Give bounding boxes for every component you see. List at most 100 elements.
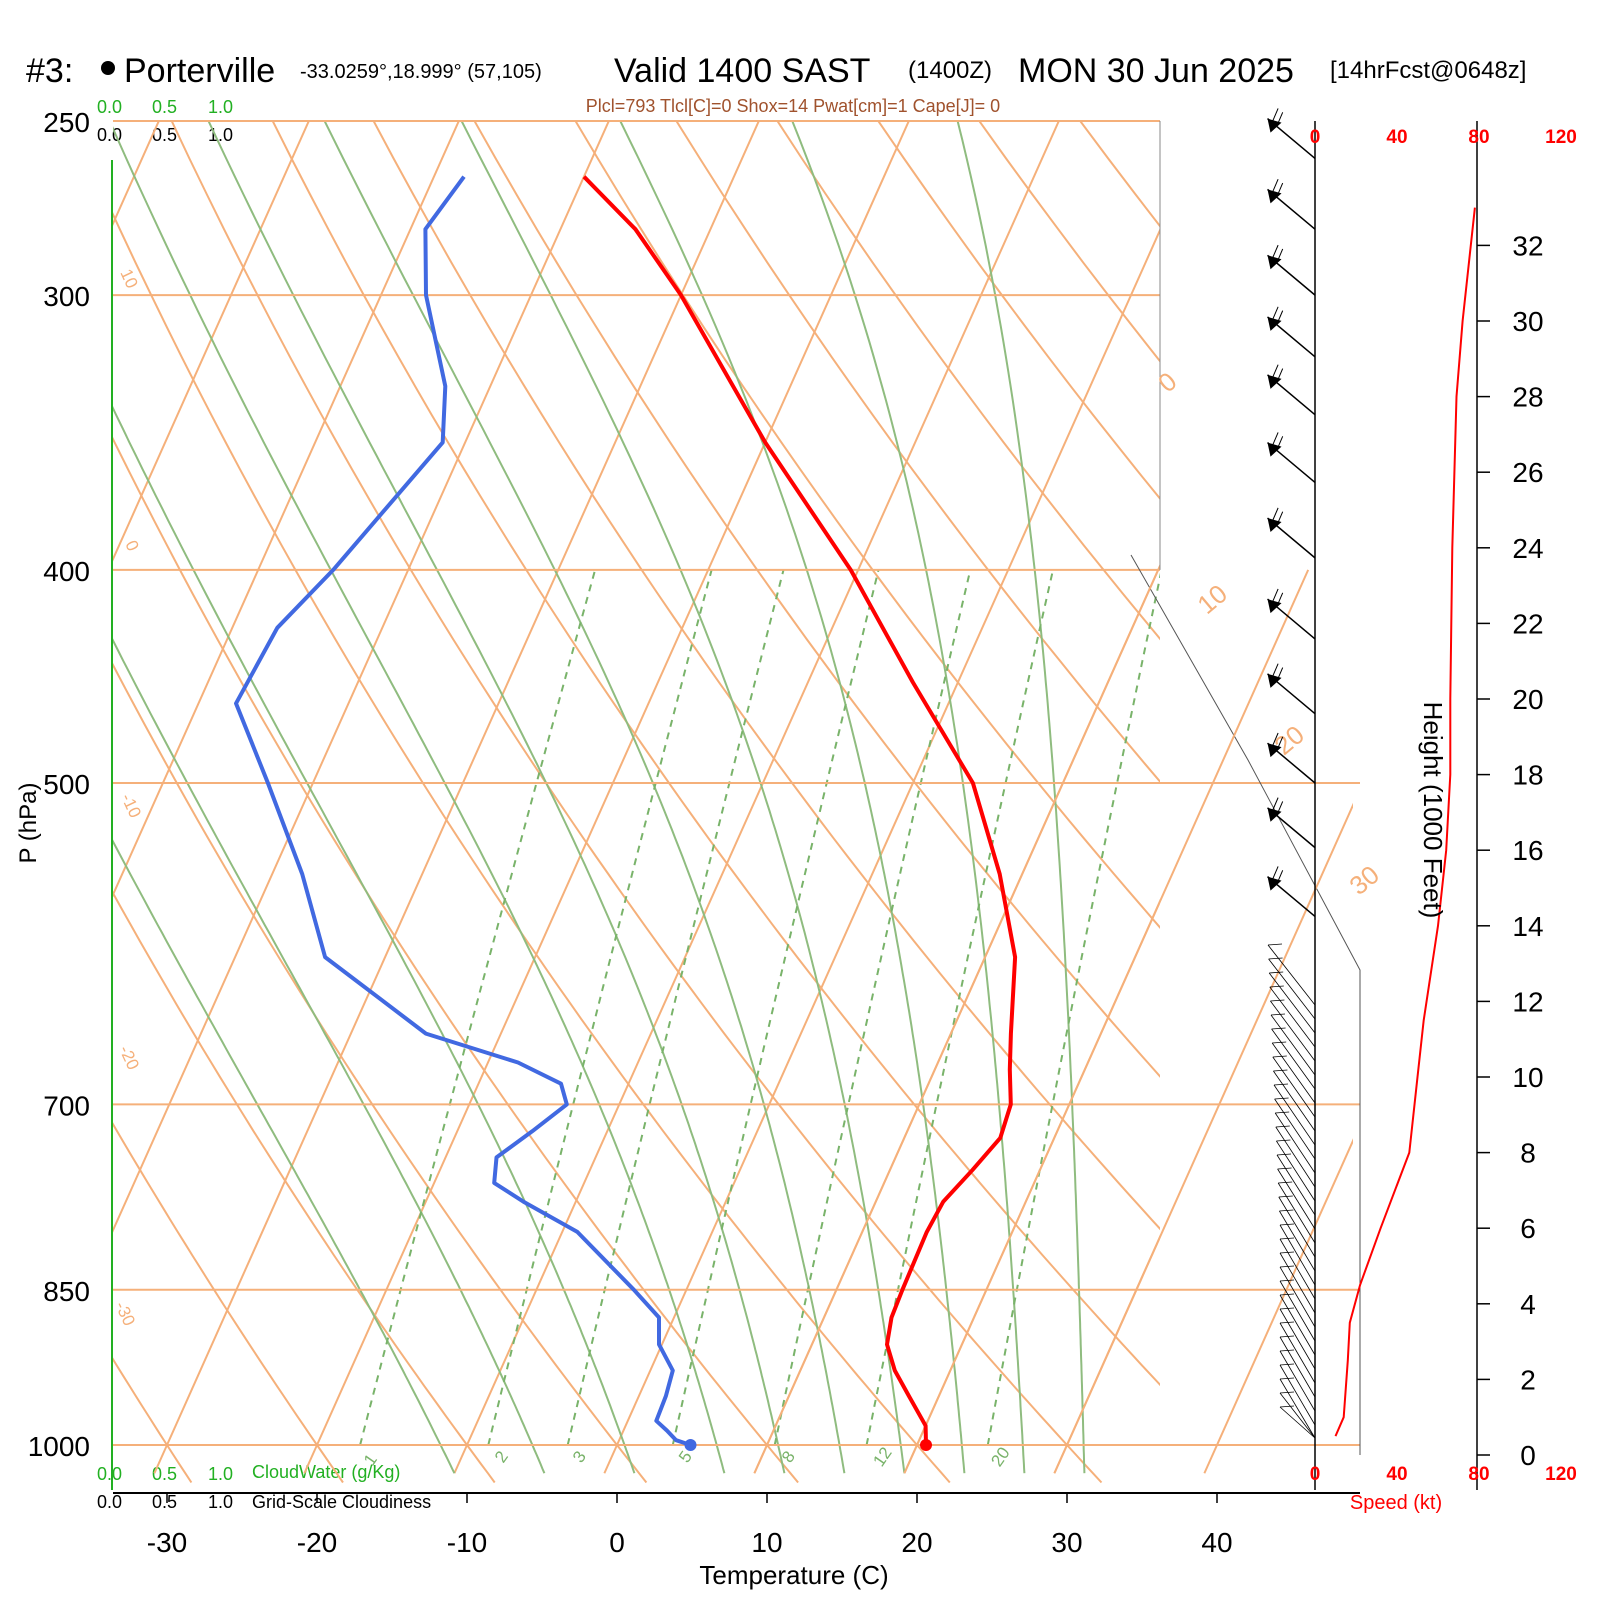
isotherm-line: [113, 121, 460, 898]
y-tick-label: 700: [43, 1090, 90, 1121]
wind-barb-feather: [1279, 1363, 1295, 1366]
x-tick-label: 40: [1201, 1527, 1232, 1558]
cloudiness-tick: 1.0: [208, 125, 233, 145]
y-tick-label: 500: [43, 769, 90, 800]
isotherm-line: [303, 121, 910, 1474]
height-tick-label: 24: [1512, 533, 1543, 564]
isotherm-line: [903, 569, 1310, 1474]
wind-barb-staff: [1279, 1336, 1316, 1398]
wind-barb-feather: [1279, 1251, 1295, 1254]
cloudiness-label: Grid-Scale Cloudiness: [252, 1492, 431, 1512]
wind-barb-feather: [1276, 368, 1284, 383]
dry-adiabat: [170, 121, 1103, 1484]
wind-barb-staff: [1279, 1364, 1316, 1426]
cloudwater-tick: 0.0: [97, 97, 122, 117]
wind-barb-staff: [1270, 1000, 1316, 1062]
wind-barb: [1267, 507, 1316, 559]
wind-panel: [1267, 108, 1476, 1490]
low-level-wind-barbs: [1267, 943, 1316, 1439]
wind-barb-staff: [1271, 1042, 1316, 1104]
wind-barb-feather: [1279, 1237, 1295, 1240]
wind-barb-feather: [1271, 244, 1279, 260]
height-tick-label: 30: [1512, 306, 1543, 337]
cloudwater-tick: 0.5: [152, 97, 177, 117]
isotherm-line: [113, 121, 310, 562]
x-tick-label: -30: [147, 1527, 187, 1558]
wind-barb-feather: [1268, 957, 1283, 960]
wind-barb-feather: [1279, 1349, 1295, 1352]
wind-barb: [1267, 732, 1316, 784]
dry-adiabat: [113, 1122, 344, 1484]
wind-barb-feather: [1276, 248, 1284, 264]
speed-tick-label-bottom: 80: [1468, 1464, 1489, 1485]
wind-barb-feather: [1267, 943, 1283, 946]
wind-barb-feather: [1269, 971, 1284, 974]
wind-barb: [1267, 244, 1316, 296]
cloudiness-tick: 1.0: [208, 1492, 233, 1512]
wind-barb: [1267, 432, 1316, 484]
wind-barb-staff: [1274, 1112, 1316, 1174]
x-tick-label: 20: [901, 1527, 932, 1558]
wind-barb-staff: [1272, 1056, 1316, 1118]
y-tick-label: 300: [43, 281, 90, 312]
wind-barb-staff: [1279, 1308, 1316, 1370]
cloudiness-tick: 0.5: [152, 125, 177, 145]
wind-barb-feather: [1278, 1181, 1293, 1184]
wind-barb-staff: [1279, 1266, 1316, 1328]
isotherm-line: [1053, 802, 1353, 1474]
wind-barb-staff: [1279, 1252, 1316, 1314]
wind-barb-feather: [1271, 179, 1279, 194]
wind-barb: [1267, 364, 1316, 416]
wind-barb-staff: [1268, 958, 1316, 1020]
wind-barb-staff: [1279, 1294, 1316, 1356]
wind-barb-feather: [1271, 732, 1279, 748]
cloudwater-tick: 0.0: [97, 1464, 122, 1484]
profile-lines: [234, 175, 1018, 1451]
dry-adiabat: [1383, 121, 1600, 1483]
wind-barb-feather: [1279, 1377, 1295, 1380]
moist-adiabat: [460, 121, 906, 1474]
dry-adiabat: [877, 121, 1160, 501]
wind-barb-staff: [1276, 1140, 1316, 1202]
height-tick-label: 20: [1512, 684, 1543, 715]
speed-tick-label-bottom: 120: [1545, 1464, 1577, 1485]
x-tick-label: -20: [297, 1527, 337, 1558]
wind-barb-staff: [1274, 1098, 1316, 1160]
wind-barb-feather: [1279, 1265, 1295, 1268]
wind-barb-staff: [1277, 1182, 1316, 1244]
mixing-ratio-line: [773, 569, 972, 1446]
x-axis-title: Temperature (C): [699, 1560, 888, 1590]
height-tick-label: 32: [1512, 230, 1543, 261]
wind-barb-staff: [1279, 1322, 1316, 1384]
wind-barb-feather: [1279, 1321, 1295, 1324]
isotherm-label: -10: [117, 791, 145, 821]
x-tick-label: 30: [1051, 1527, 1082, 1558]
isotherm-label: 0: [1152, 366, 1182, 398]
wind-barb-feather: [1276, 310, 1284, 325]
height-tick-label: 2: [1520, 1364, 1536, 1395]
moist-adiabat: [323, 121, 846, 1474]
wind-barb-feather: [1271, 108, 1279, 123]
wind-barb-feather: [1273, 1083, 1289, 1086]
dry-adiabat: [675, 121, 1160, 784]
wind-barb-feather: [1277, 1167, 1292, 1170]
wind-barb-staff: [1273, 1084, 1316, 1146]
height-tick-label: 18: [1512, 760, 1543, 791]
speed-axis-title: Speed (kt): [1350, 1492, 1442, 1514]
wind-barb-staff: [1268, 972, 1316, 1034]
wind-barb-feather: [1278, 1195, 1293, 1198]
mixing-ratio-label: 20: [987, 1444, 1013, 1470]
cloudwater-scale-bottom: 0.0 0.5 1.0 CloudWater (g/Kg) 0.0 0.5 1.…: [97, 1462, 431, 1512]
dry-adiabat: [113, 891, 496, 1484]
isotherm-label: -30: [111, 1299, 139, 1329]
dry-adiabat: [1585, 121, 1600, 1483]
y-tick-label: 850: [43, 1276, 90, 1307]
forecast-info: [14hrFcst@0648z]: [1330, 57, 1526, 84]
wind-barb-feather: [1276, 511, 1284, 526]
indices-line: Plcl=793 Tlcl[C]=0 Shox=14 Pwat[cm]=1 Ca…: [586, 96, 1000, 116]
height-tick-label: 26: [1512, 457, 1543, 488]
height-axis-title: Height (1000 Feet): [1418, 702, 1448, 919]
wind-barb-feather: [1279, 1405, 1295, 1408]
y-tick-label: 1000: [28, 1431, 90, 1462]
